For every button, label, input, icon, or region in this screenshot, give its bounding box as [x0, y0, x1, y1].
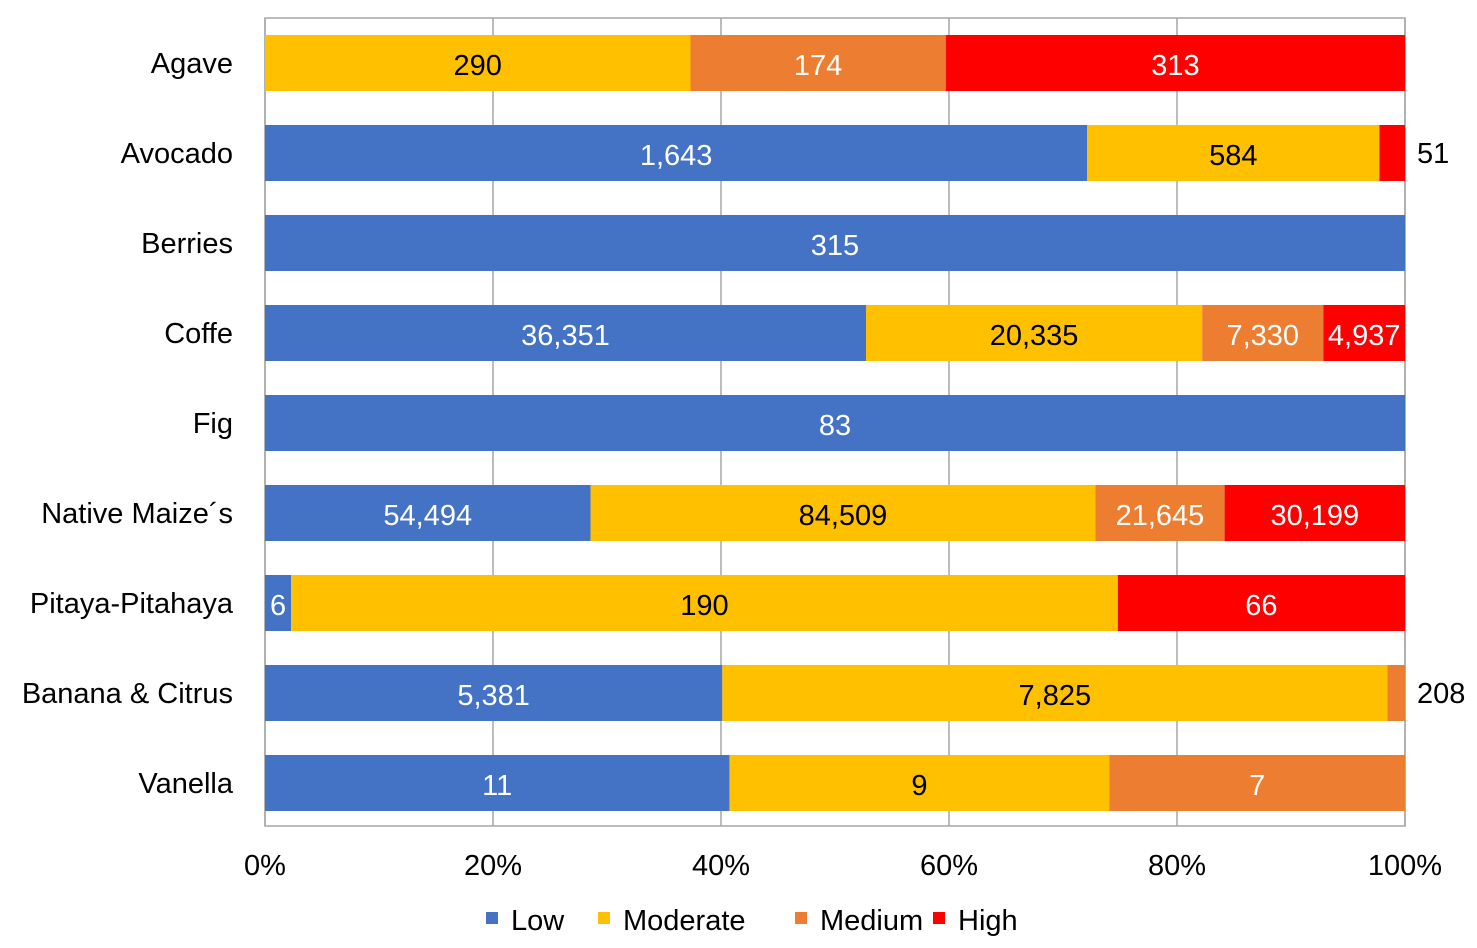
data-label: 174 — [794, 50, 842, 82]
x-tick-label: 20% — [464, 850, 522, 882]
data-label: 66 — [1245, 590, 1277, 622]
data-label: 7,330 — [1226, 320, 1299, 352]
data-label: 7,825 — [1019, 680, 1092, 712]
data-label: 290 — [454, 50, 502, 82]
bar-segment-vanella-low — [265, 755, 730, 811]
bar-segment-banana-citrus-low — [265, 665, 723, 721]
category-label: Native Maize´s — [41, 498, 233, 530]
legend-label-high: High — [958, 905, 1018, 937]
data-label: 51 — [1417, 138, 1449, 170]
bar-segment-native-maize-s-high — [1224, 485, 1405, 541]
bar-segment-vanella-medium — [1109, 755, 1405, 811]
bar-segment-coffe-low — [265, 305, 866, 361]
data-label: 313 — [1151, 50, 1199, 82]
legend-label-medium: Medium — [820, 905, 923, 937]
x-tick-label: 0% — [244, 850, 286, 882]
data-label: 208 — [1417, 678, 1465, 710]
data-label: 9 — [911, 770, 927, 802]
bar-segment-coffe-medium — [1202, 305, 1324, 361]
bar-segment-banana-citrus-moderate — [722, 665, 1388, 721]
data-label: 5,381 — [457, 680, 530, 712]
x-tick-label: 40% — [692, 850, 750, 882]
data-label: 21,645 — [1116, 500, 1205, 532]
bar-segment-coffe-high — [1323, 305, 1405, 361]
data-label: 83 — [819, 410, 851, 442]
bar-segment-agave-moderate — [265, 35, 691, 91]
category-label: Agave — [151, 48, 233, 80]
data-label: 84,509 — [799, 500, 888, 532]
legend-swatch-high — [933, 912, 945, 924]
x-tick-label: 60% — [920, 850, 978, 882]
data-label: 7 — [1249, 770, 1265, 802]
bar-segment-vanella-moderate — [729, 755, 1110, 811]
category-label: Pitaya-Pitahaya — [30, 588, 234, 620]
legend: Low Moderate Medium High — [486, 905, 1018, 937]
legend-swatch-moderate — [598, 912, 610, 924]
category-label: Banana & Citrus — [22, 678, 233, 710]
data-label: 315 — [811, 230, 859, 262]
bar-segment-native-maize-s-moderate — [590, 485, 1096, 541]
bar-segment-coffe-moderate — [865, 305, 1203, 361]
x-axis-ticks: 0% 20% 40% 60% 80% 100% — [244, 850, 1442, 882]
category-label: Avocado — [121, 138, 233, 170]
data-label: 584 — [1209, 140, 1257, 172]
category-labels: Agave Avocado Berries Coffe Fig Native Maize´… — [22, 48, 234, 800]
data-label: 54,494 — [383, 500, 472, 532]
category-label: Coffe — [164, 318, 233, 350]
legend-swatch-low — [486, 912, 498, 924]
bar-segment-banana-citrus-medium — [1387, 665, 1405, 721]
category-label: Fig — [193, 408, 233, 440]
legend-swatch-medium — [795, 912, 807, 924]
bar-segment-avocado-low — [265, 125, 1088, 181]
bar-segment-pitaya-pitahaya-moderate — [291, 575, 1118, 631]
bar-segment-native-maize-s-low — [265, 485, 591, 541]
bar-segment-native-maize-s-medium — [1095, 485, 1225, 541]
bar-segment-agave-high — [945, 35, 1405, 91]
data-label: 11 — [482, 770, 512, 802]
category-label: Vanella — [138, 768, 233, 800]
data-label: 6 — [270, 590, 286, 622]
bar-segment-fig-low — [265, 395, 1405, 451]
category-label: Berries — [141, 228, 233, 260]
bar-segment-avocado-high — [1379, 125, 1405, 181]
bar-segment-avocado-moderate — [1087, 125, 1380, 181]
segment-labels: 290 174 313 1,643 584 51 315 36,351 20,335 7,330 4… — [270, 50, 1465, 802]
bar-segment-berries-low — [265, 215, 1405, 271]
bar-segments — [265, 35, 1405, 811]
data-label: 36,351 — [521, 320, 610, 352]
bar-segment-pitaya-pitahaya-high — [1117, 575, 1405, 631]
legend-label-low: Low — [511, 905, 565, 937]
data-label: 20,335 — [990, 320, 1079, 352]
bar-segment-agave-medium — [690, 35, 946, 91]
data-label: 190 — [680, 590, 728, 622]
data-label: 30,199 — [1270, 500, 1359, 532]
data-label: 1,643 — [640, 140, 713, 172]
x-tick-label: 80% — [1148, 850, 1206, 882]
x-tick-label: 100% — [1368, 850, 1442, 882]
legend-label-moderate: Moderate — [623, 905, 746, 937]
bar-segment-pitaya-pitahaya-low — [265, 575, 292, 631]
data-label: 4,937 — [1328, 320, 1401, 352]
